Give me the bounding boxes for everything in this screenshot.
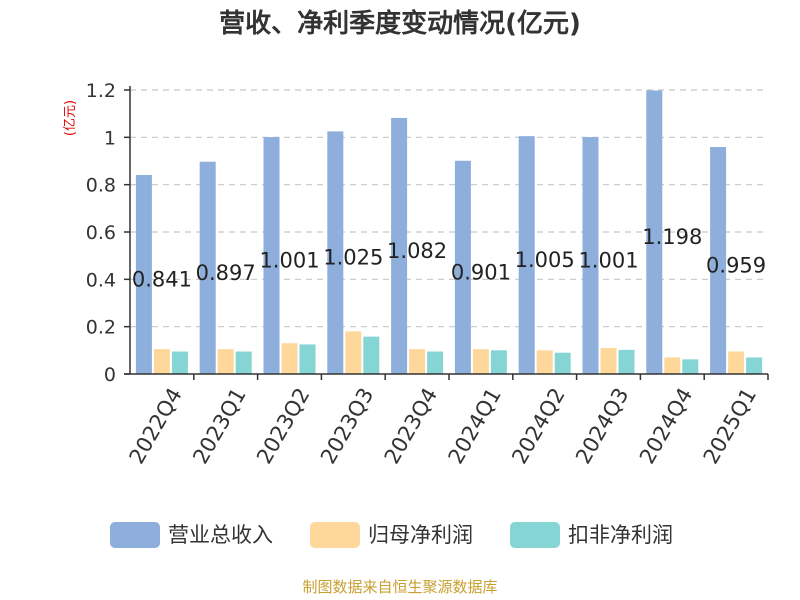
x-tick-label: 2023Q1 (188, 384, 250, 468)
bar (454, 160, 471, 374)
bar (710, 147, 727, 374)
bar (327, 131, 344, 374)
source-note: 制图数据来自恒生聚源数据库 (302, 578, 497, 596)
x-tick-label: 2022Q4 (125, 384, 187, 468)
data-label: 0.841 (132, 267, 192, 291)
bar (345, 331, 362, 374)
bar (235, 351, 252, 374)
bar (682, 359, 699, 374)
data-label: 1.005 (515, 248, 575, 272)
gridlines (130, 89, 768, 328)
data-label: 1.198 (642, 225, 702, 249)
bars (135, 90, 763, 375)
data-label: 0.901 (451, 260, 511, 284)
bar (490, 350, 507, 374)
legend-label: 营业总收入 (168, 523, 273, 547)
legend-swatch (310, 522, 360, 548)
bar (600, 347, 617, 374)
legend-item[interactable]: 营业总收入 (110, 522, 273, 548)
y-tick-label: 0 (104, 364, 116, 386)
y-tick-label: 1 (104, 127, 116, 149)
y-tick-label: 0.8 (86, 175, 116, 197)
bar (363, 336, 380, 374)
legend[interactable]: 营业总收入 归母净利润 扣非净利润 (110, 522, 673, 548)
y-axis-label: (亿元) (63, 100, 78, 136)
axes (124, 86, 769, 380)
bar (391, 117, 408, 374)
bar (746, 357, 763, 374)
x-tick-label: 2024Q2 (507, 384, 569, 468)
y-tick-label: 0.6 (86, 222, 116, 244)
bar (427, 351, 444, 374)
bar (409, 349, 426, 374)
bar (518, 136, 535, 374)
legend-label: 归母净利润 (368, 523, 473, 547)
data-label: 1.001 (259, 249, 319, 273)
x-tick-label: 2024Q3 (571, 384, 633, 468)
bar (536, 350, 553, 374)
bar (582, 137, 599, 374)
bar (135, 174, 152, 374)
bar (728, 351, 745, 374)
data-label: 1.001 (578, 249, 638, 273)
chart-title: 营收、净利季度变动情况(亿元) (219, 8, 581, 39)
y-tick-label: 0.2 (86, 317, 116, 339)
bar (217, 349, 234, 374)
y-tick-label: 0.4 (86, 269, 116, 291)
bar (618, 349, 635, 374)
x-tick-label: 2025Q1 (699, 384, 761, 468)
bar (171, 351, 188, 374)
legend-swatch (510, 522, 560, 548)
bar (153, 349, 170, 374)
legend-swatch (110, 522, 160, 548)
legend-item[interactable]: 扣非净利润 (510, 522, 673, 548)
x-tick-label: 2023Q3 (316, 384, 378, 468)
bar (664, 357, 681, 374)
bar (281, 343, 298, 374)
bar (554, 352, 571, 374)
legend-item[interactable]: 归母净利润 (310, 522, 473, 548)
data-label: 0.897 (196, 261, 256, 285)
x-tick-label: 2024Q4 (635, 384, 697, 468)
x-tick-label: 2023Q2 (252, 384, 314, 468)
data-label: 1.082 (387, 239, 447, 263)
legend-label: 扣非净利润 (568, 523, 673, 547)
x-tick-label: 2023Q4 (380, 384, 442, 468)
data-label: 1.025 (323, 246, 383, 270)
y-tick-label: 1.2 (86, 80, 116, 102)
bar (646, 90, 663, 375)
x-tick-label: 2024Q1 (444, 384, 506, 468)
bar (299, 344, 316, 374)
bar (472, 349, 489, 374)
bar (199, 161, 216, 374)
data-label: 0.959 (706, 254, 766, 278)
bar (263, 137, 280, 374)
